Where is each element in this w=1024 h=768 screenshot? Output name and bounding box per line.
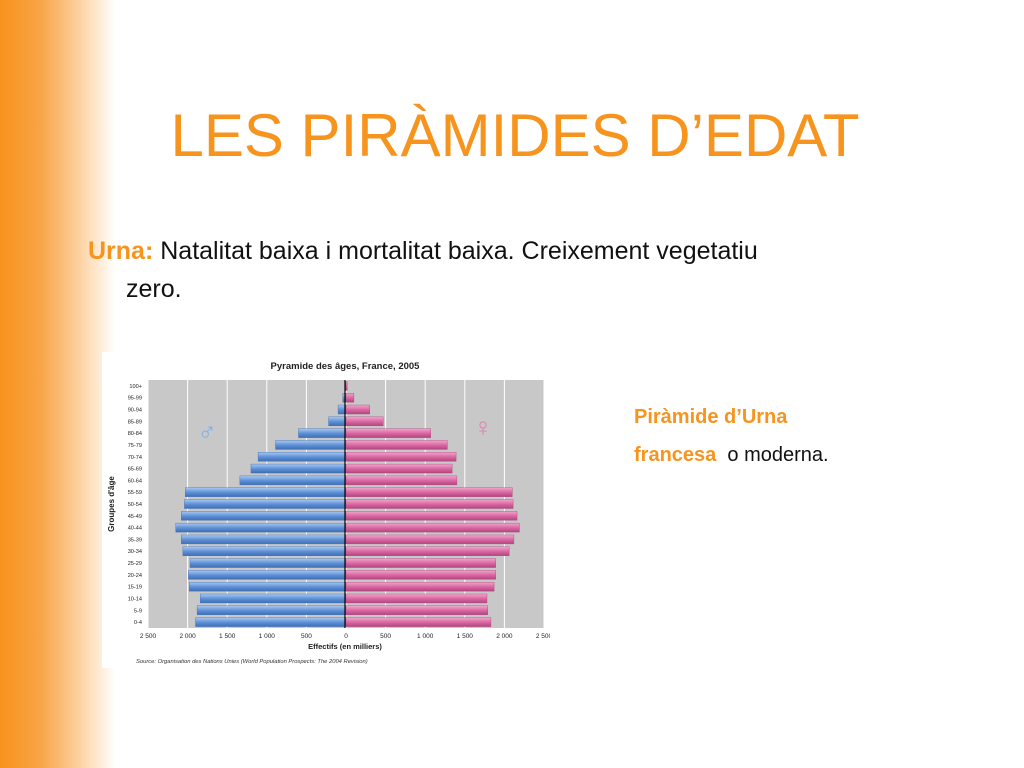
female-bar	[345, 393, 355, 403]
male-symbol-icon: ♂	[197, 416, 217, 446]
age-group-label: 60-64	[128, 478, 142, 484]
age-group-label: 35-39	[128, 537, 142, 543]
male-bar	[175, 522, 347, 533]
female-bar	[345, 570, 496, 580]
age-group-label: 50-54	[128, 502, 142, 508]
bullet-line-2: zero.	[126, 275, 182, 303]
age-group-label: 100+	[129, 384, 142, 390]
chart-caption: Piràmide d’Urna francesa o moderna.	[634, 398, 829, 474]
male-bar	[200, 593, 347, 604]
x-tick-label: 2 000	[179, 633, 196, 640]
male-bar	[275, 440, 347, 450]
female-bar	[345, 463, 453, 474]
female-bar	[345, 593, 488, 604]
male-bar	[189, 558, 347, 568]
female-bar	[345, 428, 431, 438]
age-group-label: 30-34	[128, 549, 142, 555]
age-group-label: 70-74	[128, 455, 142, 461]
female-bar	[345, 522, 520, 533]
age-group-labels: 100+ 95-99 90-94 85-89 80-84 75-79 70-74 65-69 6…	[128, 384, 142, 626]
age-group-label: 75-79	[128, 443, 142, 449]
female-bar	[345, 534, 515, 545]
female-bar	[345, 416, 384, 427]
bullet-text: Urna: Natalitat baixa i mortalitat baixa…	[88, 232, 928, 308]
male-bar	[188, 581, 347, 592]
age-group-label: 95-99	[128, 396, 142, 402]
age-group-label: 80-84	[128, 431, 142, 437]
x-tick-label: 2 500	[536, 633, 550, 640]
x-tick-label: 500	[301, 633, 312, 640]
x-tick-label: 0	[344, 633, 348, 640]
x-tick-label: 500	[380, 633, 391, 640]
x-axis-label: Effectifs (en milliers)	[308, 642, 382, 651]
x-tick-label: 1 500	[219, 633, 236, 640]
male-bar	[257, 452, 347, 462]
x-tick-label: 1 000	[417, 633, 434, 640]
decorative-side-band	[0, 0, 115, 768]
age-group-label: 0-4	[134, 620, 142, 626]
male-bar	[185, 487, 347, 497]
y-axis-label: Groupes d'âge	[107, 476, 116, 532]
chart-source: Source: Organisation des Nations Unies (…	[136, 659, 368, 665]
age-group-label: 10-14	[128, 596, 142, 602]
female-bar	[345, 475, 458, 486]
bullet-keyword: Urna:	[88, 237, 154, 265]
age-group-label: 5-9	[134, 608, 142, 614]
female-bar	[345, 381, 348, 391]
male-bar	[298, 428, 347, 438]
age-group-label: 85-89	[128, 419, 142, 425]
male-bar	[182, 546, 347, 556]
age-group-label: 45-49	[128, 514, 142, 520]
bullet-line-1: Natalitat baixa i mortalitat baixa. Crei…	[160, 237, 758, 265]
caption-rest: o moderna.	[727, 444, 829, 466]
female-bar	[345, 617, 492, 627]
female-bar	[345, 452, 457, 462]
caption-highlight: francesa	[634, 444, 717, 466]
male-bar	[196, 605, 347, 615]
male-bar	[250, 463, 347, 474]
female-bar	[345, 546, 510, 556]
chart-svg: 100+ 95-99 90-94 85-89 80-84 75-79 70-74 65-69 6…	[102, 352, 553, 668]
age-group-label: 55-59	[128, 490, 142, 496]
age-group-label: 65-69	[128, 467, 142, 473]
male-bar	[328, 416, 347, 427]
x-tick-label: 2 500	[140, 633, 157, 640]
female-bar	[345, 581, 495, 592]
population-pyramid-chart: 100+ 95-99 90-94 85-89 80-84 75-79 70-74 65-69 6…	[102, 352, 553, 668]
x-tick-label: 2 000	[496, 633, 513, 640]
male-bar	[195, 617, 347, 627]
female-bar	[345, 499, 514, 509]
bars-group	[175, 381, 520, 627]
x-tick-labels: 2 500 2 000 1 500 1 000 500 0 500 1 000 1 500 2 0…	[140, 633, 553, 640]
male-bar	[184, 499, 347, 509]
female-bar	[345, 487, 513, 497]
age-group-label: 15-19	[128, 585, 142, 591]
x-tick-label: 1 000	[259, 633, 276, 640]
age-group-label: 90-94	[128, 408, 142, 414]
age-group-label: 20-24	[128, 573, 142, 579]
male-bar	[181, 511, 347, 521]
female-bar	[345, 558, 496, 568]
slide-title: LES PIRÀMIDES D’EDAT	[170, 102, 860, 169]
age-group-label: 25-29	[128, 561, 142, 567]
male-bar	[239, 475, 347, 486]
male-bar	[181, 534, 347, 545]
female-bar	[345, 404, 370, 415]
chart-title: Pyramide des âges, France, 2005	[271, 361, 421, 372]
male-bar	[188, 570, 347, 580]
caption-line-1: Piràmide d’Urna	[634, 406, 788, 428]
female-bar	[345, 605, 488, 615]
female-symbol-icon: ♀	[473, 412, 493, 442]
x-tick-label: 1 500	[457, 633, 474, 640]
female-bar	[345, 511, 518, 521]
female-bar	[345, 440, 448, 450]
age-group-label: 40-44	[128, 526, 142, 532]
